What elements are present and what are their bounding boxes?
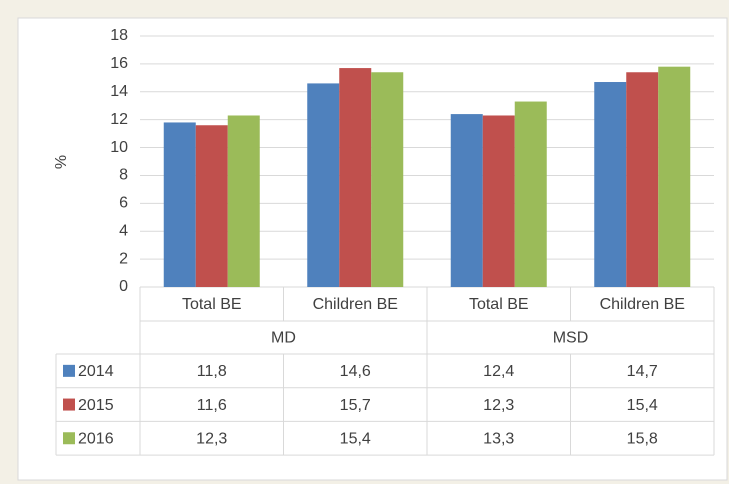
- table-value: 15,4: [340, 430, 371, 447]
- x-tick-label: Total BE: [469, 296, 529, 313]
- y-tick-label: 6: [119, 195, 128, 212]
- bar: [307, 83, 340, 288]
- table-value: 15,4: [627, 397, 658, 414]
- y-tick-label: 18: [110, 27, 128, 44]
- bar: [450, 114, 483, 287]
- legend-key: [63, 398, 75, 411]
- legend-label: 2014: [78, 363, 114, 380]
- legend-key: [63, 364, 75, 377]
- table-value: 12,3: [483, 397, 514, 414]
- bar: [658, 66, 691, 287]
- table-value: 15,7: [340, 397, 371, 414]
- x-tick-label: Children BE: [313, 296, 398, 313]
- x-tick-label: Total BE: [182, 296, 242, 313]
- y-tick-label: 16: [110, 55, 128, 72]
- legend-label: 2016: [78, 430, 114, 447]
- bar: [626, 72, 659, 287]
- y-tick-label: 10: [110, 139, 128, 156]
- y-axis-label: %: [53, 155, 70, 169]
- x-tick-label: Children BE: [600, 296, 685, 313]
- table-value: 14,7: [627, 363, 658, 380]
- bar: [514, 101, 547, 288]
- bar: [163, 122, 196, 287]
- bar: [371, 72, 404, 287]
- y-tick-label: 0: [119, 278, 128, 295]
- table-value: 15,8: [627, 430, 658, 447]
- table-value: 11,8: [197, 363, 227, 380]
- bar: [594, 82, 627, 288]
- y-tick-label: 2: [119, 250, 128, 267]
- table-value: 13,3: [483, 430, 514, 447]
- table-value: 11,6: [197, 397, 227, 414]
- group-label: MSD: [553, 330, 589, 347]
- y-tick-label: 8: [119, 167, 128, 184]
- bar: [227, 115, 260, 287]
- y-tick-label: 4: [119, 222, 128, 239]
- y-tick-label: 12: [110, 111, 128, 128]
- table-value: 12,4: [483, 363, 514, 380]
- y-tick-label: 14: [110, 83, 128, 100]
- table-value: 12,3: [196, 430, 227, 447]
- bar: [195, 125, 228, 287]
- table-value: 14,6: [340, 363, 371, 380]
- group-label: MD: [271, 330, 296, 347]
- bar: [482, 115, 515, 287]
- bar: [339, 68, 372, 287]
- legend-label: 2015: [78, 397, 114, 414]
- legend-key: [63, 432, 75, 445]
